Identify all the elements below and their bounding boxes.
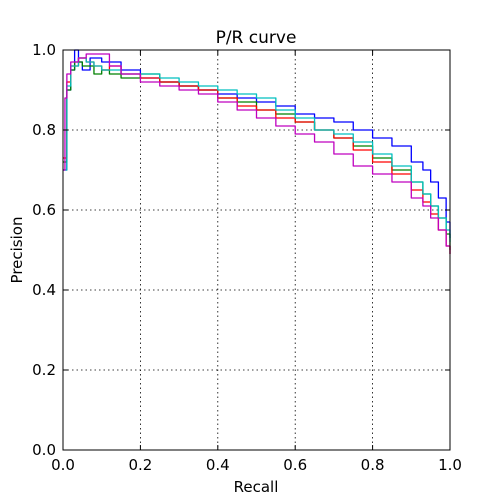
series-layer — [63, 49, 451, 254]
y-tick-label: 0.8 — [32, 121, 56, 139]
x-tick-label: 1.0 — [438, 456, 462, 474]
chart-title: P/R curve — [216, 28, 297, 48]
y-tick-label: 0.2 — [32, 361, 56, 379]
x-tick-label: 0.4 — [206, 456, 230, 474]
y-axis-label: Precision — [8, 217, 26, 284]
x-axis-label: Recall — [234, 478, 279, 496]
tick-labels: 0.0 0.2 0.4 0.6 0.8 1.0 0.0 0.2 0.4 0.6 0.8 1.0 — [32, 41, 462, 474]
series-line-4 — [63, 57, 451, 242]
x-tick-label: 0.0 — [51, 456, 75, 474]
axis-ticks — [62, 49, 451, 451]
grid-lines — [63, 50, 450, 450]
y-tick-label: 0.0 — [32, 441, 56, 459]
y-tick-label: 0.6 — [32, 201, 56, 219]
x-tick-label: 0.6 — [283, 456, 307, 474]
series-line-5 — [63, 53, 451, 254]
x-tick-label: 0.8 — [361, 456, 385, 474]
x-tick-label: 0.2 — [128, 456, 152, 474]
y-tick-label: 0.4 — [32, 281, 56, 299]
plot-frame — [62, 49, 451, 451]
y-tick-label: 1.0 — [32, 41, 56, 59]
